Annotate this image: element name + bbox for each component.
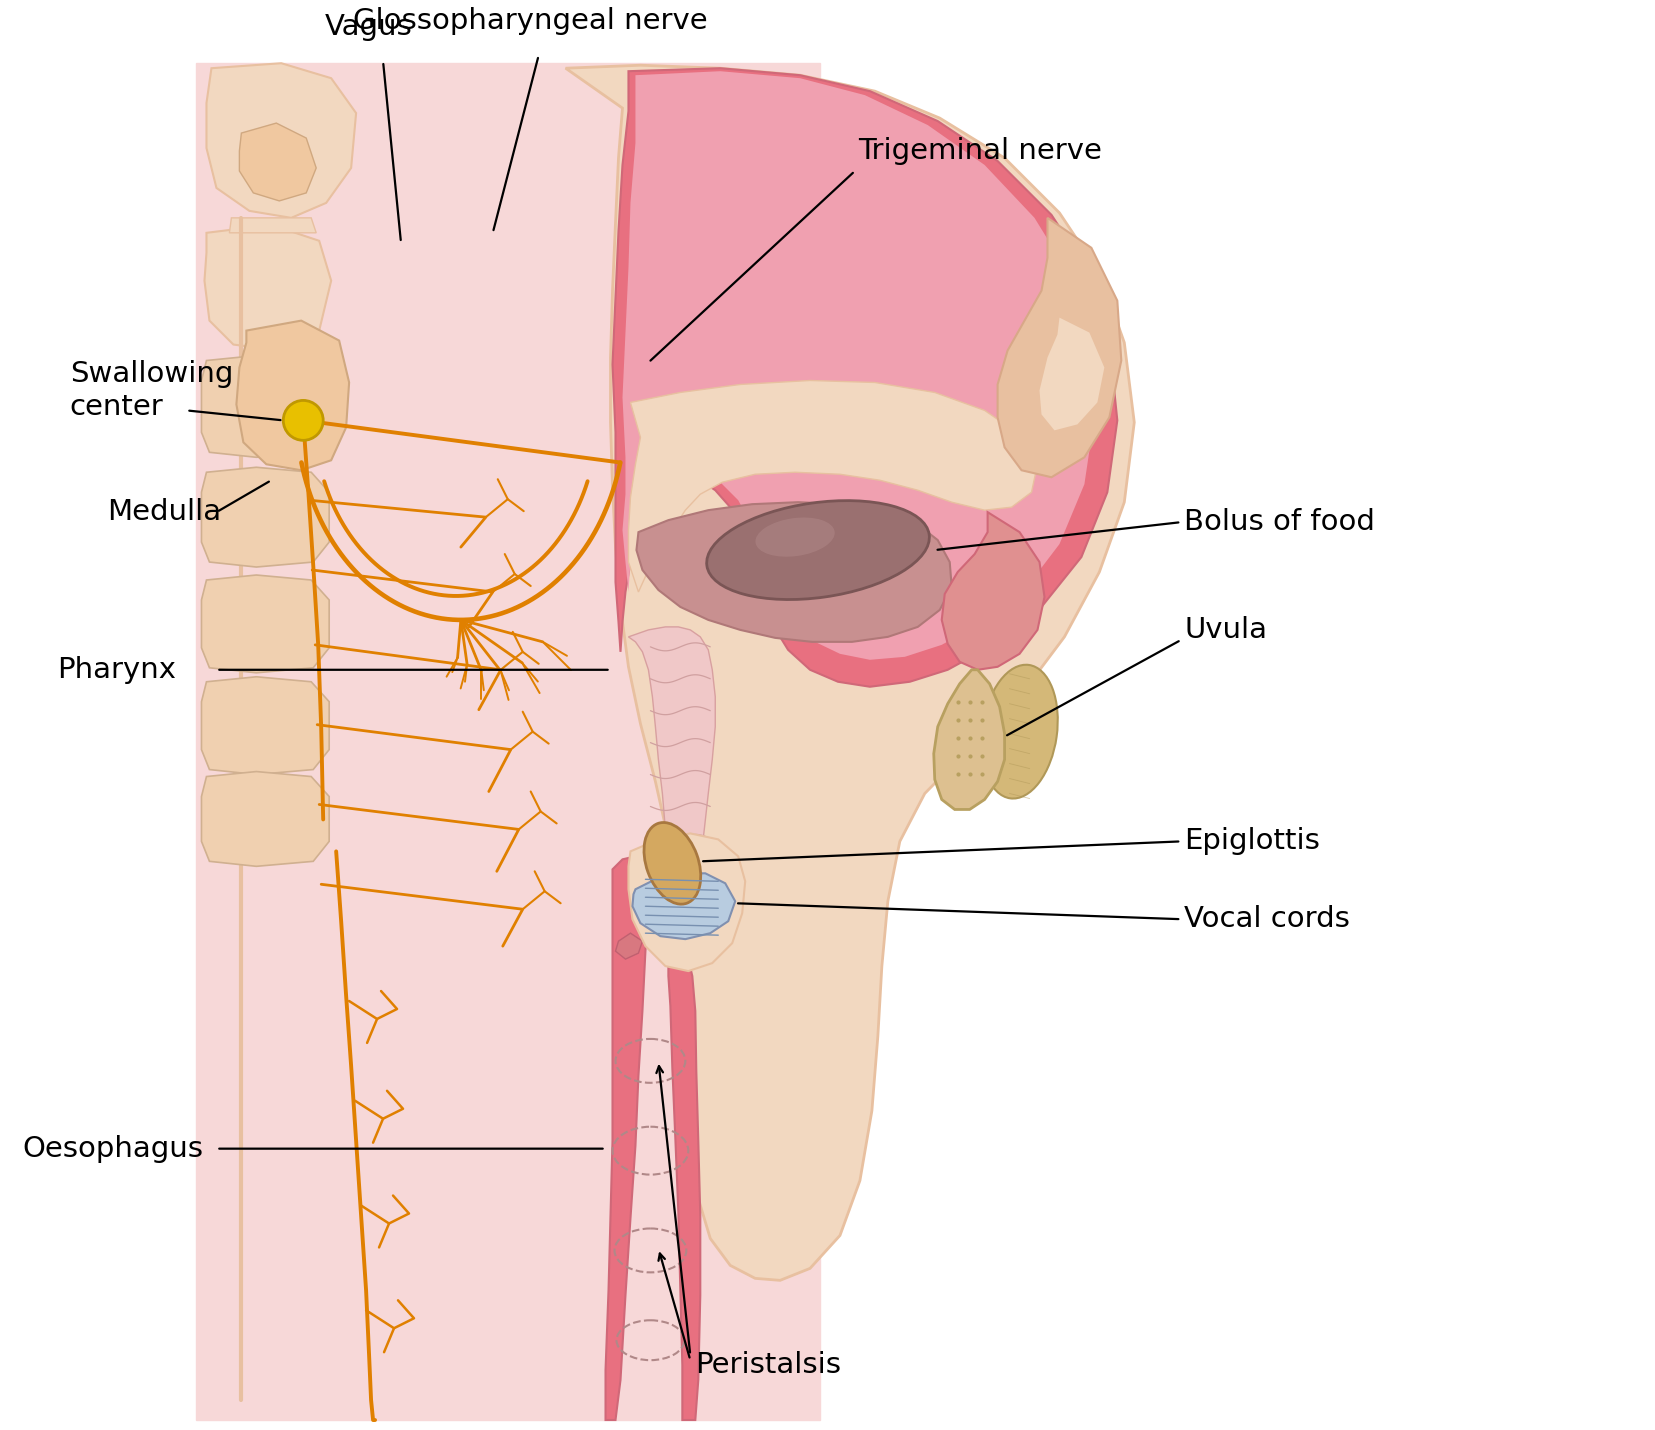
Polygon shape <box>622 72 1094 659</box>
Text: Trigeminal nerve: Trigeminal nerve <box>857 137 1102 164</box>
Ellipse shape <box>981 665 1058 798</box>
Polygon shape <box>998 217 1122 478</box>
Text: Uvula: Uvula <box>1185 616 1268 644</box>
Polygon shape <box>629 626 715 960</box>
Polygon shape <box>202 676 329 775</box>
Polygon shape <box>202 772 329 867</box>
Text: Medulla: Medulla <box>106 498 220 526</box>
Text: Glossopharyngeal nerve: Glossopharyngeal nerve <box>354 7 708 36</box>
Text: Pharynx: Pharynx <box>56 656 175 684</box>
Polygon shape <box>632 874 735 940</box>
Polygon shape <box>205 225 331 350</box>
Polygon shape <box>933 669 1005 809</box>
Text: Swallowing
center: Swallowing center <box>70 360 233 420</box>
Polygon shape <box>612 69 1117 686</box>
Circle shape <box>283 400 323 440</box>
Polygon shape <box>230 217 316 233</box>
Text: Epiglottis: Epiglottis <box>1185 828 1321 855</box>
Polygon shape <box>637 502 952 642</box>
Polygon shape <box>629 380 1038 592</box>
Polygon shape <box>202 356 329 458</box>
Text: Bolus of food: Bolus of food <box>1185 508 1375 536</box>
Ellipse shape <box>755 518 834 556</box>
Polygon shape <box>629 834 745 971</box>
Polygon shape <box>1039 317 1104 430</box>
Ellipse shape <box>644 822 700 904</box>
Text: Peristalsis: Peristalsis <box>695 1351 841 1379</box>
Polygon shape <box>240 123 316 200</box>
Polygon shape <box>606 857 650 1420</box>
Polygon shape <box>616 934 642 960</box>
Ellipse shape <box>707 500 930 599</box>
Polygon shape <box>669 957 700 1420</box>
Polygon shape <box>942 512 1044 669</box>
Text: Vagus: Vagus <box>324 13 414 41</box>
Polygon shape <box>237 320 349 470</box>
Text: Vocal cords: Vocal cords <box>1185 905 1350 934</box>
Polygon shape <box>197 63 819 1420</box>
Text: Oesophagus: Oesophagus <box>22 1134 204 1163</box>
Polygon shape <box>207 63 356 217</box>
Polygon shape <box>202 468 329 568</box>
Polygon shape <box>566 66 1134 1280</box>
Polygon shape <box>202 575 329 672</box>
